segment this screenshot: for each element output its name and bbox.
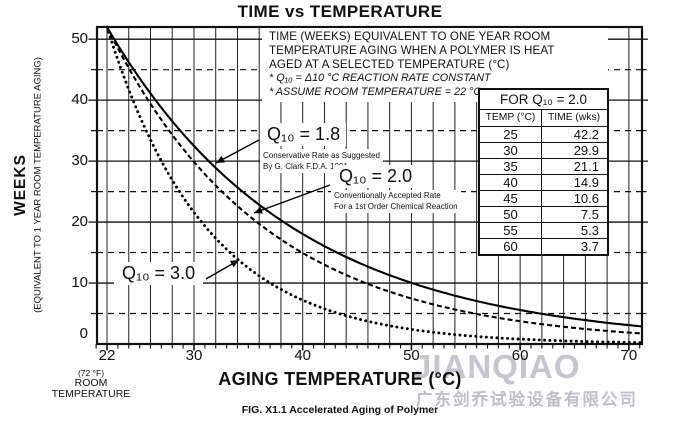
description-block: TIME (WEEKS) EQUIVALENT TO ONE YEAR ROOM… [262,28,608,102]
description-line: TEMPERATURE AGING WHEN A POLYMER IS HEAT [269,43,555,57]
table-cell-temp: 30 [503,143,518,158]
note-line: * Q₁₀ = Δ10 °C REACTION RATE CONSTANT [269,72,491,85]
table-cell-time: 3.7 [541,239,606,254]
y-tick-label: 30 [71,152,88,170]
table-row: 30 29.9 [480,143,607,159]
room-temperature-label: TEMPERATURE [51,388,131,400]
note-line: * ASSUME ROOM TEMPERATURE = 22 °C [269,86,482,99]
data-table: FOR Q₁₀ = 2.0 TEMP (°C) TIME (wks) 25 42.… [478,88,609,256]
watermark-logo: JIANQIAO [413,348,581,385]
figure-caption: FIG. X1.1 Accelerated Aging of Polymer [241,404,439,416]
table-cell-temp: 25 [503,127,518,142]
table-title: FOR Q₁₀ = 2.0 [480,90,607,110]
annotation-arrowhead [254,206,263,214]
table-cell-time: 5.3 [541,223,606,238]
y-tick-label: 50 [71,30,88,48]
table-cell-time: 10.6 [541,191,606,206]
x-tick-label: 70 [620,347,638,364]
table-cell-time: 14.9 [541,175,606,190]
room-temperature-fahrenheit: (72 °F) [77,368,105,378]
x-tick-label: 22 [98,347,116,364]
chart-title: TIME vs TEMPERATURE [237,2,443,21]
room-temperature-label: ROOM [74,377,108,389]
annotation-arrowhead [216,155,225,163]
x-tick-label: 30 [185,347,203,364]
annotation-arrow [253,184,331,214]
x-axis-title: AGING TEMPERATURE (°C) [218,369,462,389]
curve-101.8 [106,26,642,328]
plot-frame [95,25,644,346]
table-row: 25 42.2 [480,127,607,143]
table-cell-temp: 60 [503,239,518,254]
y-tick-label: 20 [71,213,88,231]
table-cell-temp: 50 [503,207,518,222]
table-row: 55 5.3 [480,223,607,239]
room-temperature-note: (72 °F) ROOM TEMPERATURE [46,368,136,400]
watermark-company-name: 广东剑乔试验设备有限公司 [416,391,638,409]
x-tick-label: 50 [403,347,420,364]
x-tick-label: 40 [294,347,312,364]
curve-label-q10-1-8: Q₁₀ = 1.8 [261,123,347,146]
description-line: AGED AT A SELECTED TEMPERATURE (°C) [269,57,510,71]
table-cell-temp: 45 [503,191,518,206]
curve-sublabel-q10-2-0: Conventionally Accepted Rate [334,191,441,200]
table-cell-temp: 35 [503,159,518,174]
curve-sublabel-q10-1-8: By G. Clark F.D.A. 1991 [263,162,348,171]
table-row: 40 14.9 [480,175,607,191]
curve-label-q10-2-0: Q₁₀ = 2.0 [333,165,419,188]
table-cell-time: 42.2 [541,127,606,142]
table-column-header: TEMP (°C) [485,112,536,123]
curve-sublabel-q10-1-8: Conservative Rate as Suggested [263,151,380,160]
table-row: 45 10.6 [480,191,607,207]
curve-label-q10-3-0: Q₁₀ = 3.0 [114,262,204,285]
y-tick-label: 0 [79,325,88,342]
y-tick-label: 40 [71,91,88,109]
table-cell-time: 7.5 [541,207,606,222]
table-row: 60 3.7 [480,239,607,254]
curve-102.0 [106,26,642,335]
x-tick-label: 60 [511,347,529,364]
table-cell-temp: 55 [503,223,518,238]
y-axis-title: WEEKS [12,154,29,216]
annotation-arrowhead [230,260,239,268]
table-cell-time: 29.9 [541,143,606,158]
y-axis-subtitle: (EQUIVALENT TO 1 YEAR ROOM TEMPERATURE A… [32,57,44,313]
table-row: 35 21.1 [480,159,607,175]
table-row: 50 7.5 [480,207,607,223]
description-line: TIME (WEEKS) EQUIVALENT TO ONE YEAR ROOM [269,30,551,43]
curve-sublabel-q10-2-0: For a 1st Order Chemical Reaction [334,201,458,211]
table-cell-time: 21.1 [541,159,606,174]
y-tick-label: 10 [71,274,88,292]
table-column-header: TIME (wks) [541,110,606,126]
table-header-row: TEMP (°C) TIME (wks) [480,110,607,127]
table-cell-temp: 40 [503,175,518,190]
